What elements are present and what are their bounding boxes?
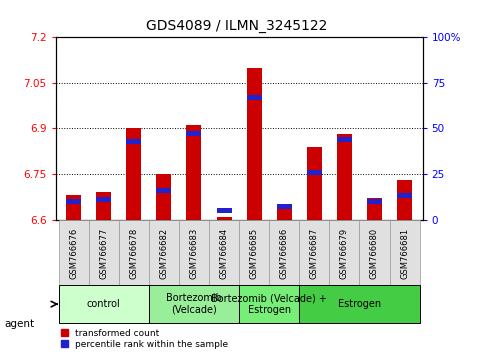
- Legend: transformed count, percentile rank within the sample: transformed count, percentile rank withi…: [60, 328, 229, 349]
- Bar: [58, 285, 149, 323]
- Text: Bortezomib
(Velcade): Bortezomib (Velcade): [166, 293, 222, 315]
- Text: GSM766680: GSM766680: [370, 227, 379, 279]
- Bar: [277, 204, 292, 209]
- Bar: [307, 147, 322, 219]
- Bar: [96, 192, 111, 219]
- Text: Estrogen: Estrogen: [338, 299, 381, 309]
- Bar: [359, 219, 389, 285]
- Bar: [186, 131, 201, 136]
- Text: GSM766685: GSM766685: [250, 227, 258, 279]
- Bar: [299, 285, 420, 323]
- Bar: [179, 219, 209, 285]
- Bar: [149, 285, 239, 323]
- Bar: [389, 219, 420, 285]
- Bar: [397, 193, 412, 199]
- Bar: [58, 219, 89, 285]
- Bar: [367, 199, 382, 204]
- Text: GSM766682: GSM766682: [159, 227, 169, 279]
- Bar: [367, 198, 382, 219]
- Bar: [66, 195, 81, 219]
- Text: GDS4089 / ILMN_3245122: GDS4089 / ILMN_3245122: [146, 19, 327, 34]
- Bar: [277, 204, 292, 219]
- Bar: [126, 139, 142, 144]
- Text: GSM766676: GSM766676: [69, 227, 78, 279]
- Bar: [216, 208, 231, 213]
- Bar: [299, 219, 329, 285]
- Bar: [156, 174, 171, 219]
- Text: GSM766678: GSM766678: [129, 227, 138, 279]
- Bar: [337, 135, 352, 219]
- Text: GSM766686: GSM766686: [280, 227, 289, 279]
- Bar: [119, 219, 149, 285]
- Bar: [397, 180, 412, 219]
- Bar: [66, 199, 81, 204]
- Bar: [89, 219, 119, 285]
- Text: GSM766683: GSM766683: [189, 227, 199, 279]
- Text: GSM766679: GSM766679: [340, 227, 349, 279]
- Text: GSM766684: GSM766684: [220, 227, 228, 279]
- Bar: [96, 197, 111, 202]
- Bar: [269, 219, 299, 285]
- Bar: [307, 170, 322, 175]
- Bar: [186, 125, 201, 219]
- Text: GSM766687: GSM766687: [310, 227, 319, 279]
- Text: Bortezomib (Velcade) +
Estrogen: Bortezomib (Velcade) + Estrogen: [211, 293, 327, 315]
- Text: GSM766681: GSM766681: [400, 227, 409, 279]
- Bar: [126, 129, 142, 219]
- Bar: [149, 219, 179, 285]
- Bar: [239, 219, 269, 285]
- Text: control: control: [87, 299, 121, 309]
- Text: GSM766677: GSM766677: [99, 227, 108, 279]
- Bar: [329, 219, 359, 285]
- Bar: [337, 137, 352, 142]
- Bar: [209, 219, 239, 285]
- Bar: [156, 188, 171, 193]
- Bar: [247, 95, 262, 100]
- Text: agent: agent: [5, 319, 35, 329]
- Bar: [239, 285, 299, 323]
- Bar: [247, 68, 262, 219]
- Bar: [216, 217, 231, 219]
